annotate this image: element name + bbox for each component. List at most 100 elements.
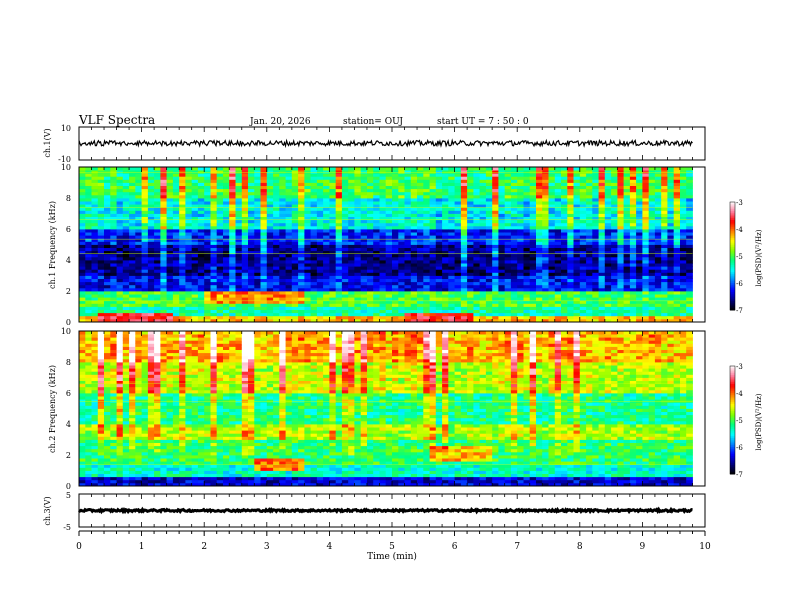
spectrogram-cell [291,287,299,292]
spectrogram-cell [398,287,405,292]
spectrogram-cell [667,281,675,286]
spectrogram-cell [116,256,124,261]
spectrogram-cell [197,229,205,233]
spectrogram-cell [673,250,681,255]
spectrogram-cell [85,291,92,295]
spectrogram-cell [592,191,599,196]
spectrogram-cell [229,266,236,270]
spectrogram-cell [304,281,312,286]
spectrogram-cell [586,306,593,310]
spectrogram-cell [135,306,142,310]
spectrogram-cell [323,300,330,304]
spectrogram-cell [229,278,236,283]
spectrogram-cell [654,182,662,186]
spectrogram-cell [617,167,625,171]
spectrogram-cell [298,198,305,202]
spectrogram-cell [273,278,280,283]
spectrogram-cell [210,229,218,233]
spectrogram-cell [611,303,618,307]
spectrogram-cell [166,275,174,279]
spectrogram-cell [686,256,693,261]
spectrogram-cell [129,216,136,221]
spectrogram-cell [448,260,455,264]
spectrogram-cell [116,235,124,239]
spectrogram-cell [104,281,111,286]
ytick-label: 10 [61,163,71,172]
spectrogram-cell [147,198,155,202]
spectrogram-cell [135,241,142,245]
spectrogram-cell [110,272,117,276]
spectrogram-cell [116,250,124,255]
spectrogram-cell [348,238,355,242]
spectrogram-cell [229,201,236,205]
spectrogram-cell [235,244,243,248]
spectrogram-cell [373,191,380,196]
spectrogram-cell [273,284,280,289]
spectrogram-cell [210,309,218,314]
spectrogram-cell [354,247,362,252]
spectrogram-cell [154,191,161,196]
spectrogram-cell [567,253,574,258]
spectrogram-cell [623,235,631,239]
spectrogram-cell [686,219,693,224]
spectrogram-cell [110,213,117,217]
spectrogram-cell [291,194,299,199]
spectrogram-cell [316,207,324,211]
spectrogram-cell [686,213,693,217]
spectrogram-cell [85,201,92,205]
spectrogram-cell [116,287,124,292]
spectrogram-cell [172,256,180,261]
spectrogram-cell [135,303,142,307]
spectrogram-cell [561,219,568,224]
spectrogram-cell [648,232,656,236]
spectrogram-cell [629,266,637,270]
spectrogram-cell [498,182,506,186]
spectrogram-cell [673,167,681,171]
spectrogram-cell [404,194,412,199]
spectrogram-cell [636,281,643,286]
spectrogram-cell [680,232,687,236]
spectrogram-cell [304,216,312,221]
spectrogram-cell [485,303,493,307]
spectrogram-cell [97,294,105,298]
spectrogram-cell [310,300,318,304]
spectrogram-cell [204,210,211,214]
waveform-ch1-ytick-top: 10 [61,124,71,133]
spectrogram-cell [204,287,211,292]
spectrogram-cell [110,222,117,227]
spectrogram-cell [654,188,662,193]
spectrogram-cell [104,300,111,304]
spectrogram-cell [229,210,236,214]
spectrogram-cell [323,306,330,310]
spectrogram-cell [248,284,255,289]
spectrogram-cell [517,291,524,295]
spectrogram-cell [592,188,599,193]
spectrogram-cell [104,229,111,233]
spectrogram-cell [548,318,556,323]
spectrogram-cell [97,278,105,283]
spectrogram-cell [235,216,243,221]
spectrogram-cell [485,300,493,304]
spectrogram-cell [335,250,343,255]
spectrogram-cell [110,216,117,221]
spectrogram-cell [279,275,286,279]
spectrogram-cell [492,278,499,283]
spectrogram-cell [485,182,493,186]
spectrogram-cell [623,266,631,270]
spectrogram-cell [492,176,499,180]
spectrogram-cell [529,284,537,289]
spectrogram-cell [510,198,518,202]
spectrogram-cell [135,222,142,227]
spectrogram-cell [291,297,299,301]
spectrogram-cell [91,204,99,208]
spectrogram-cell [523,256,531,261]
spectrogram-cell [373,306,380,310]
spectrogram-cell [573,207,581,211]
spectrogram-cell [97,244,105,248]
spectrogram-cell [479,241,487,245]
spectrogram-cell [172,272,180,276]
spectrogram-cell [573,176,581,180]
spectrogram-cell [254,312,261,317]
spectrogram-cell [223,170,230,174]
spectrogram-cell [504,269,512,273]
